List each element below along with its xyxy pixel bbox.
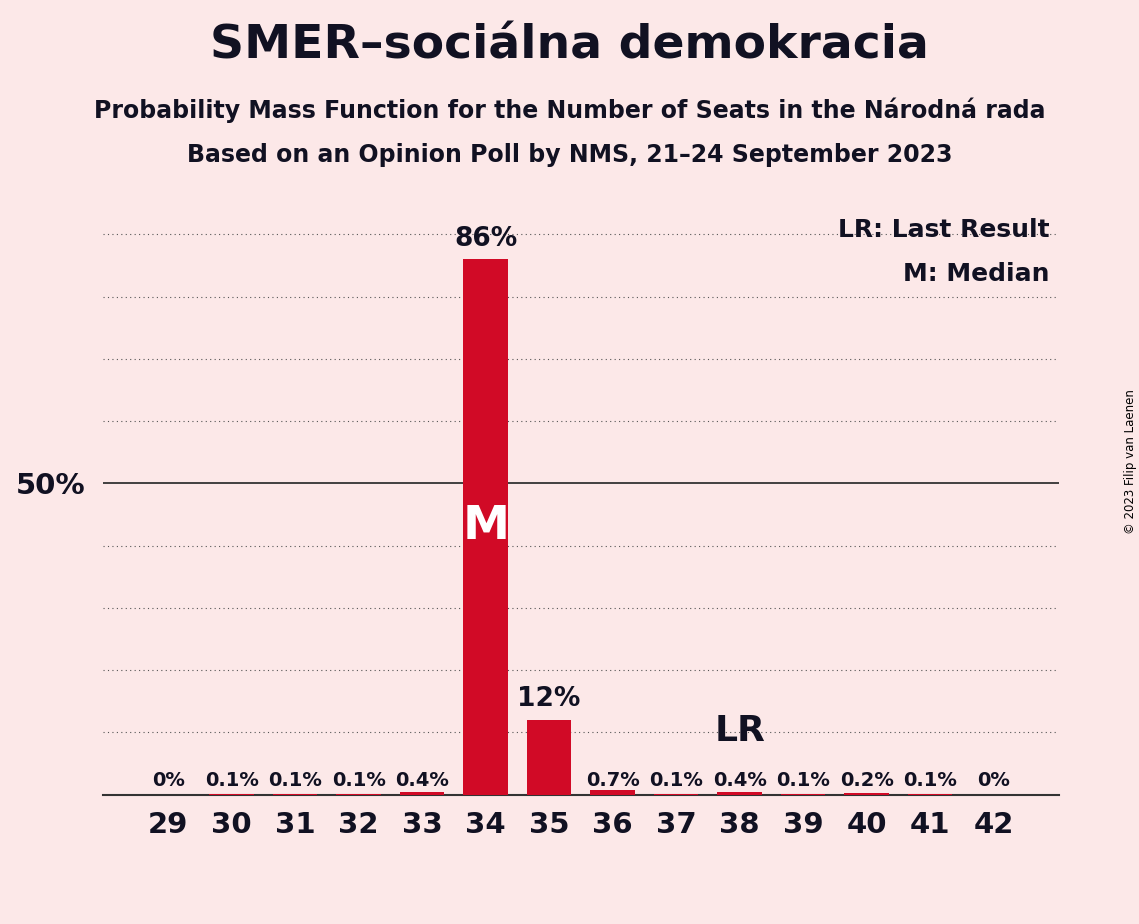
Text: 0.1%: 0.1% [205, 771, 259, 790]
Text: © 2023 Filip van Laenen: © 2023 Filip van Laenen [1124, 390, 1137, 534]
Bar [464, 260, 508, 795]
Bar [844, 794, 888, 795]
Text: Based on an Opinion Poll by NMS, 21–24 September 2023: Based on an Opinion Poll by NMS, 21–24 S… [187, 143, 952, 167]
Text: Probability Mass Function for the Number of Seats in the Národná rada: Probability Mass Function for the Number… [93, 97, 1046, 123]
Text: 0.1%: 0.1% [649, 771, 703, 790]
Text: 12%: 12% [517, 687, 581, 712]
Text: 0.7%: 0.7% [585, 771, 639, 790]
Text: M: M [462, 505, 509, 550]
Bar [400, 792, 444, 795]
Bar [590, 790, 634, 795]
Text: 0.2%: 0.2% [839, 771, 893, 790]
Text: SMER–sociálna demokracia: SMER–sociálna demokracia [210, 23, 929, 68]
Text: 0.1%: 0.1% [269, 771, 322, 790]
Text: 0.4%: 0.4% [713, 771, 767, 790]
Text: 0.1%: 0.1% [331, 771, 386, 790]
Text: 0.1%: 0.1% [903, 771, 957, 790]
Text: M: Median: M: Median [903, 262, 1050, 286]
Text: LR: Last Result: LR: Last Result [838, 218, 1050, 242]
Text: 0%: 0% [151, 771, 185, 790]
Text: 0%: 0% [977, 771, 1010, 790]
Bar [718, 792, 762, 795]
Text: LR: LR [714, 714, 765, 748]
Text: 86%: 86% [454, 225, 517, 252]
Bar [527, 720, 572, 795]
Text: 0.1%: 0.1% [776, 771, 830, 790]
Text: 0.4%: 0.4% [395, 771, 449, 790]
